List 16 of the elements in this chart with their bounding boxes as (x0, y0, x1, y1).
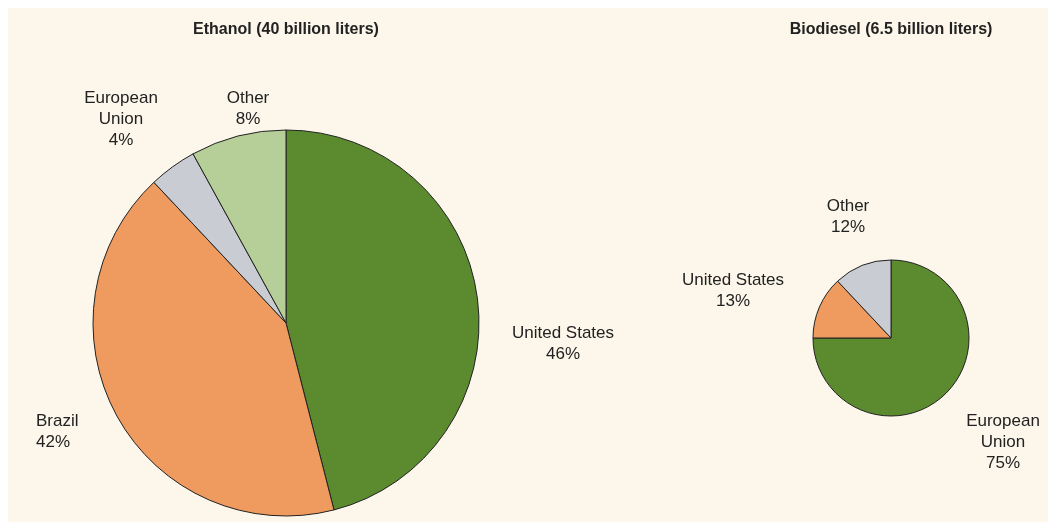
slice-label: United States (681, 270, 785, 289)
slice-label: European Union (84, 88, 158, 128)
slice-label: Other (826, 196, 870, 215)
data-label: 4% (108, 130, 134, 149)
data-label: 13% (715, 291, 751, 310)
slice-label: Brazil (36, 411, 79, 430)
slice-label: United States (511, 323, 615, 342)
chart-title: Ethanol (40 billion liters) (193, 20, 379, 37)
data-label: 12% (830, 217, 866, 236)
chart-title: Biodiesel (6.5 billion liters) (789, 20, 993, 37)
data-label: 75% (985, 453, 1021, 472)
data-label: 46% (545, 344, 581, 363)
data-label: 42% (36, 432, 71, 451)
slice-label: Other (226, 88, 270, 107)
slice-label: European Union (966, 411, 1040, 451)
data-label: 8% (235, 109, 261, 128)
